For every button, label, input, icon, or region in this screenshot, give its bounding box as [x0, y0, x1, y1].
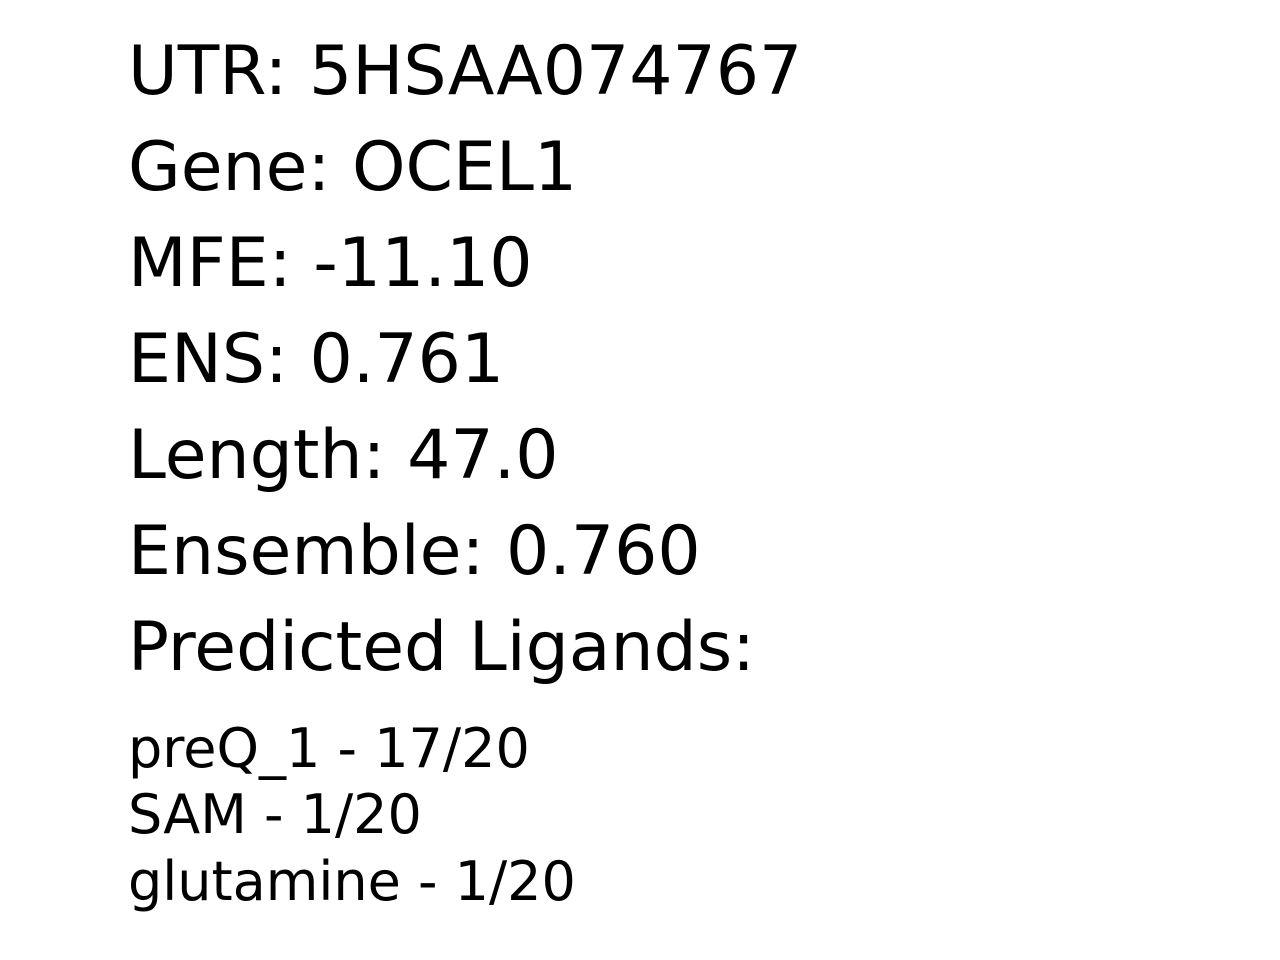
- gene-label: Gene: OCEL1: [128, 128, 578, 207]
- ligand-item-glutamine: glutamine - 1/20: [128, 850, 576, 913]
- utr-id-label: UTR: 5HSAA074767: [128, 32, 803, 111]
- mfe-label: MFE: -11.10: [128, 224, 533, 303]
- length-label: Length: 47.0: [128, 416, 559, 495]
- ens-label: ENS: 0.761: [128, 320, 505, 399]
- utr-info-panel: UTR: 5HSAA074767 Gene: OCEL1 MFE: -11.10…: [128, 0, 1228, 960]
- predicted-ligands-heading: Predicted Ligands:: [128, 608, 756, 687]
- ligand-item-sam: SAM - 1/20: [128, 783, 422, 846]
- ensemble-label: Ensemble: 0.760: [128, 512, 701, 591]
- ligand-item-preq1: preQ_1 - 17/20: [128, 717, 530, 780]
